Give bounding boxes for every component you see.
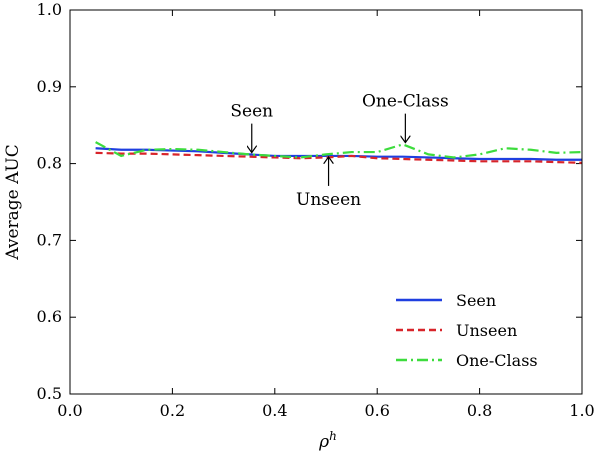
x-tick-label: 0.8 (467, 401, 492, 420)
data-point-one-class (530, 149, 532, 151)
data-point-unseen (350, 155, 352, 157)
y-axis-label: Average AUC (3, 144, 23, 260)
data-point-seen (478, 158, 480, 160)
legend-label: Unseen (456, 321, 517, 340)
data-point-one-class (325, 153, 327, 155)
data-point-one-class (376, 151, 378, 153)
data-point-one-class (197, 149, 199, 151)
y-tick-label: 0.8 (37, 154, 62, 173)
data-point-one-class (274, 155, 276, 157)
legend-label: Seen (456, 291, 496, 310)
x-tick-label: 0.4 (262, 401, 287, 420)
annotations: Seen Unseen One-Class (230, 92, 448, 210)
x-tick-label: 0.2 (160, 401, 185, 420)
plot-frame (69, 9, 583, 395)
data-point-unseen (504, 160, 506, 162)
data-point-seen (555, 159, 557, 161)
data-point-one-class (146, 149, 148, 151)
annotation-label: Unseen (296, 190, 361, 210)
data-point-unseen (376, 157, 378, 159)
data-point-unseen (453, 159, 455, 161)
data-point-one-class (504, 147, 506, 149)
data-point-one-class (299, 156, 301, 158)
annotation-label: One-Class (362, 92, 449, 112)
series-layer (94, 141, 582, 164)
y-tick-label: 0.6 (37, 307, 62, 326)
data-point-seen (530, 158, 532, 160)
data-point-one-class (350, 151, 352, 153)
x-axis-label: ρh (318, 429, 337, 452)
data-point-unseen (325, 156, 327, 158)
legend: Seen Unseen One-Class (396, 291, 538, 370)
data-point-unseen (555, 161, 557, 163)
data-point-unseen (248, 155, 250, 157)
data-point-one-class (402, 143, 404, 145)
data-point-unseen (478, 160, 480, 162)
data-point-unseen (171, 153, 173, 155)
y-tick-label: 0.7 (37, 230, 62, 249)
x-axis-label-base: ρ (318, 432, 329, 452)
data-point-one-class (427, 153, 429, 155)
series-line-one-class (95, 141, 582, 159)
legend-label: One-Class (456, 351, 538, 370)
data-point-one-class (555, 152, 557, 154)
data-point-seen (402, 155, 404, 157)
data-point-seen (94, 147, 96, 149)
data-point-unseen (402, 158, 404, 160)
data-point-unseen (197, 154, 199, 156)
x-tick-label: 1.0 (569, 401, 594, 420)
data-point-seen (504, 158, 506, 160)
y-tick-label: 1.0 (37, 0, 62, 19)
data-point-one-class (478, 153, 480, 155)
data-point-one-class (94, 141, 96, 143)
data-point-one-class (120, 155, 122, 157)
data-point-seen (120, 149, 122, 151)
data-point-unseen (94, 152, 96, 154)
data-point-one-class (453, 156, 455, 158)
x-tick-label: 0.0 (57, 401, 82, 420)
y-tick-label: 0.5 (37, 384, 62, 403)
data-point-unseen (427, 159, 429, 161)
data-point-unseen (222, 155, 224, 157)
x-tick-label: 0.6 (364, 401, 389, 420)
y-tick-label: 0.9 (37, 77, 62, 96)
x-axis-label-superscript: h (329, 429, 337, 443)
data-point-one-class (248, 153, 250, 155)
series-line-unseen (95, 151, 582, 164)
annotation-label: Seen (230, 102, 273, 122)
data-point-unseen (146, 152, 148, 154)
data-point-seen (427, 156, 429, 158)
data-point-one-class (171, 148, 173, 150)
data-point-unseen (530, 160, 532, 162)
data-point-one-class (222, 151, 224, 153)
